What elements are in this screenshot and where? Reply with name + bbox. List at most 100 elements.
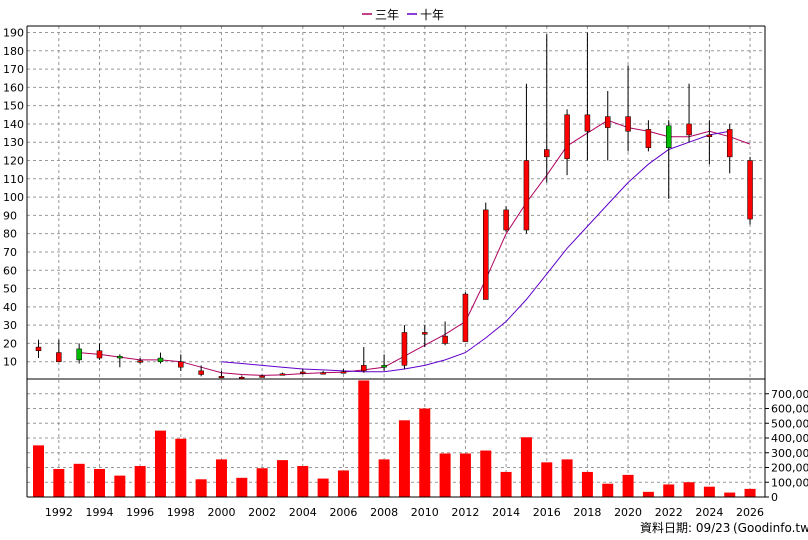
footer-source: (Goodinfo.tw): [733, 521, 808, 535]
price-tick-label: 170: [3, 63, 24, 76]
year-tick-label: 1996: [126, 506, 154, 519]
legend: 三年 十年: [362, 8, 444, 22]
year-tick-label: 2014: [492, 506, 520, 519]
volume-bar: [398, 420, 410, 497]
year-tick-label: 2000: [207, 506, 235, 519]
volume-bar: [419, 408, 431, 497]
volume-bar: [134, 466, 146, 497]
price-tick-label: 140: [3, 118, 24, 131]
volume-bar: [378, 459, 390, 497]
ma3-line: [79, 119, 751, 376]
year-tick-label: 2016: [533, 506, 561, 519]
volume-bar: [53, 468, 65, 497]
year-tick-label: 2012: [451, 506, 479, 519]
candle-body: [96, 350, 103, 359]
price-tick-label: 80: [3, 228, 17, 241]
volume-bar: [358, 380, 370, 497]
year-tick-label: 1992: [45, 506, 73, 519]
year-tick-label: 2022: [655, 506, 683, 519]
legend-ma10-label: 十年: [420, 8, 444, 22]
legend-ma3-label: 三年: [375, 8, 399, 22]
volume-bar: [541, 462, 553, 497]
candle-body: [665, 125, 672, 148]
volume-bars: [33, 380, 756, 497]
volume-tick-label: 100,000: [771, 476, 808, 489]
volume-bar: [500, 471, 512, 497]
volume-bar: [93, 468, 105, 497]
volume-bar: [663, 484, 675, 497]
volume-bar: [317, 478, 329, 497]
candle-body: [218, 376, 225, 379]
volume-bar: [33, 445, 44, 497]
candle-body: [401, 332, 408, 366]
volume-bar: [195, 479, 207, 497]
year-tick-label: 2024: [695, 506, 723, 519]
price-tick-label: 160: [3, 81, 24, 94]
candle-body: [76, 348, 82, 361]
candle-body: [157, 357, 164, 362]
price-tick-label: 190: [3, 26, 24, 39]
moving-average-lines: [79, 119, 751, 376]
candle-body: [381, 365, 387, 368]
candle-body: [462, 293, 469, 342]
volume-tick-label: 500,000: [771, 417, 808, 430]
volume-bar: [602, 483, 614, 497]
price-tick-label: 130: [3, 136, 24, 149]
candle-body: [483, 209, 489, 300]
volume-bar: [642, 491, 654, 497]
price-tick-label: 70: [3, 246, 17, 259]
volume-bar: [154, 430, 166, 497]
candle-body: [503, 209, 509, 231]
price-tick-label: 90: [3, 209, 17, 222]
candle-body: [340, 371, 347, 374]
candle-body: [442, 335, 448, 344]
year-tick-label: 1994: [85, 506, 113, 519]
candle-body: [320, 372, 326, 375]
candle-body: [625, 116, 631, 132]
candle-body: [584, 114, 591, 132]
volume-tick-label: 400,000: [771, 432, 808, 445]
volume-bar: [439, 453, 451, 497]
price-tick-label: 180: [3, 45, 24, 58]
volume-bar: [175, 438, 187, 497]
volume-bar: [297, 466, 309, 497]
volume-bar: [480, 450, 492, 497]
candle-body: [361, 365, 367, 372]
candle-body: [178, 361, 184, 368]
volume-bar: [276, 460, 288, 497]
volume-tick-label: 0: [771, 491, 778, 504]
candle-body: [686, 123, 692, 136]
price-tick-label: 40: [3, 301, 17, 314]
price-tick-label: 120: [3, 155, 24, 168]
candle-body: [259, 375, 265, 378]
candle-body: [422, 332, 428, 335]
price-tick-label: 110: [3, 173, 24, 186]
price-tick-label: 150: [3, 100, 24, 113]
candle-body: [279, 373, 286, 376]
year-tick-label: 2002: [248, 506, 276, 519]
candle-body: [564, 114, 570, 159]
candlesticks: [35, 32, 753, 380]
candle-body: [645, 129, 652, 148]
price-tick-label: 100: [3, 191, 24, 204]
year-tick-label: 2006: [329, 506, 357, 519]
volume-bar: [236, 477, 248, 497]
candle-body: [198, 370, 204, 375]
candle-body: [523, 160, 530, 231]
price-tick-label: 60: [3, 264, 17, 277]
grid-lines: [27, 26, 765, 498]
year-tick-label: 2020: [614, 506, 642, 519]
volume-bar: [256, 468, 268, 497]
volume-bar: [622, 474, 634, 497]
year-tick-label: 2026: [736, 506, 764, 519]
volume-bar: [724, 492, 736, 497]
year-tick-label: 2008: [370, 506, 398, 519]
volume-tick-label: 300,000: [771, 447, 808, 460]
candle-body: [35, 346, 42, 351]
volume-tick-label: 600,000: [771, 403, 808, 416]
volume-tick-label: 700,000: [771, 388, 808, 401]
year-tick-label: 1998: [167, 506, 195, 519]
price-tick-label: 30: [3, 319, 17, 332]
candle-body: [726, 129, 733, 158]
